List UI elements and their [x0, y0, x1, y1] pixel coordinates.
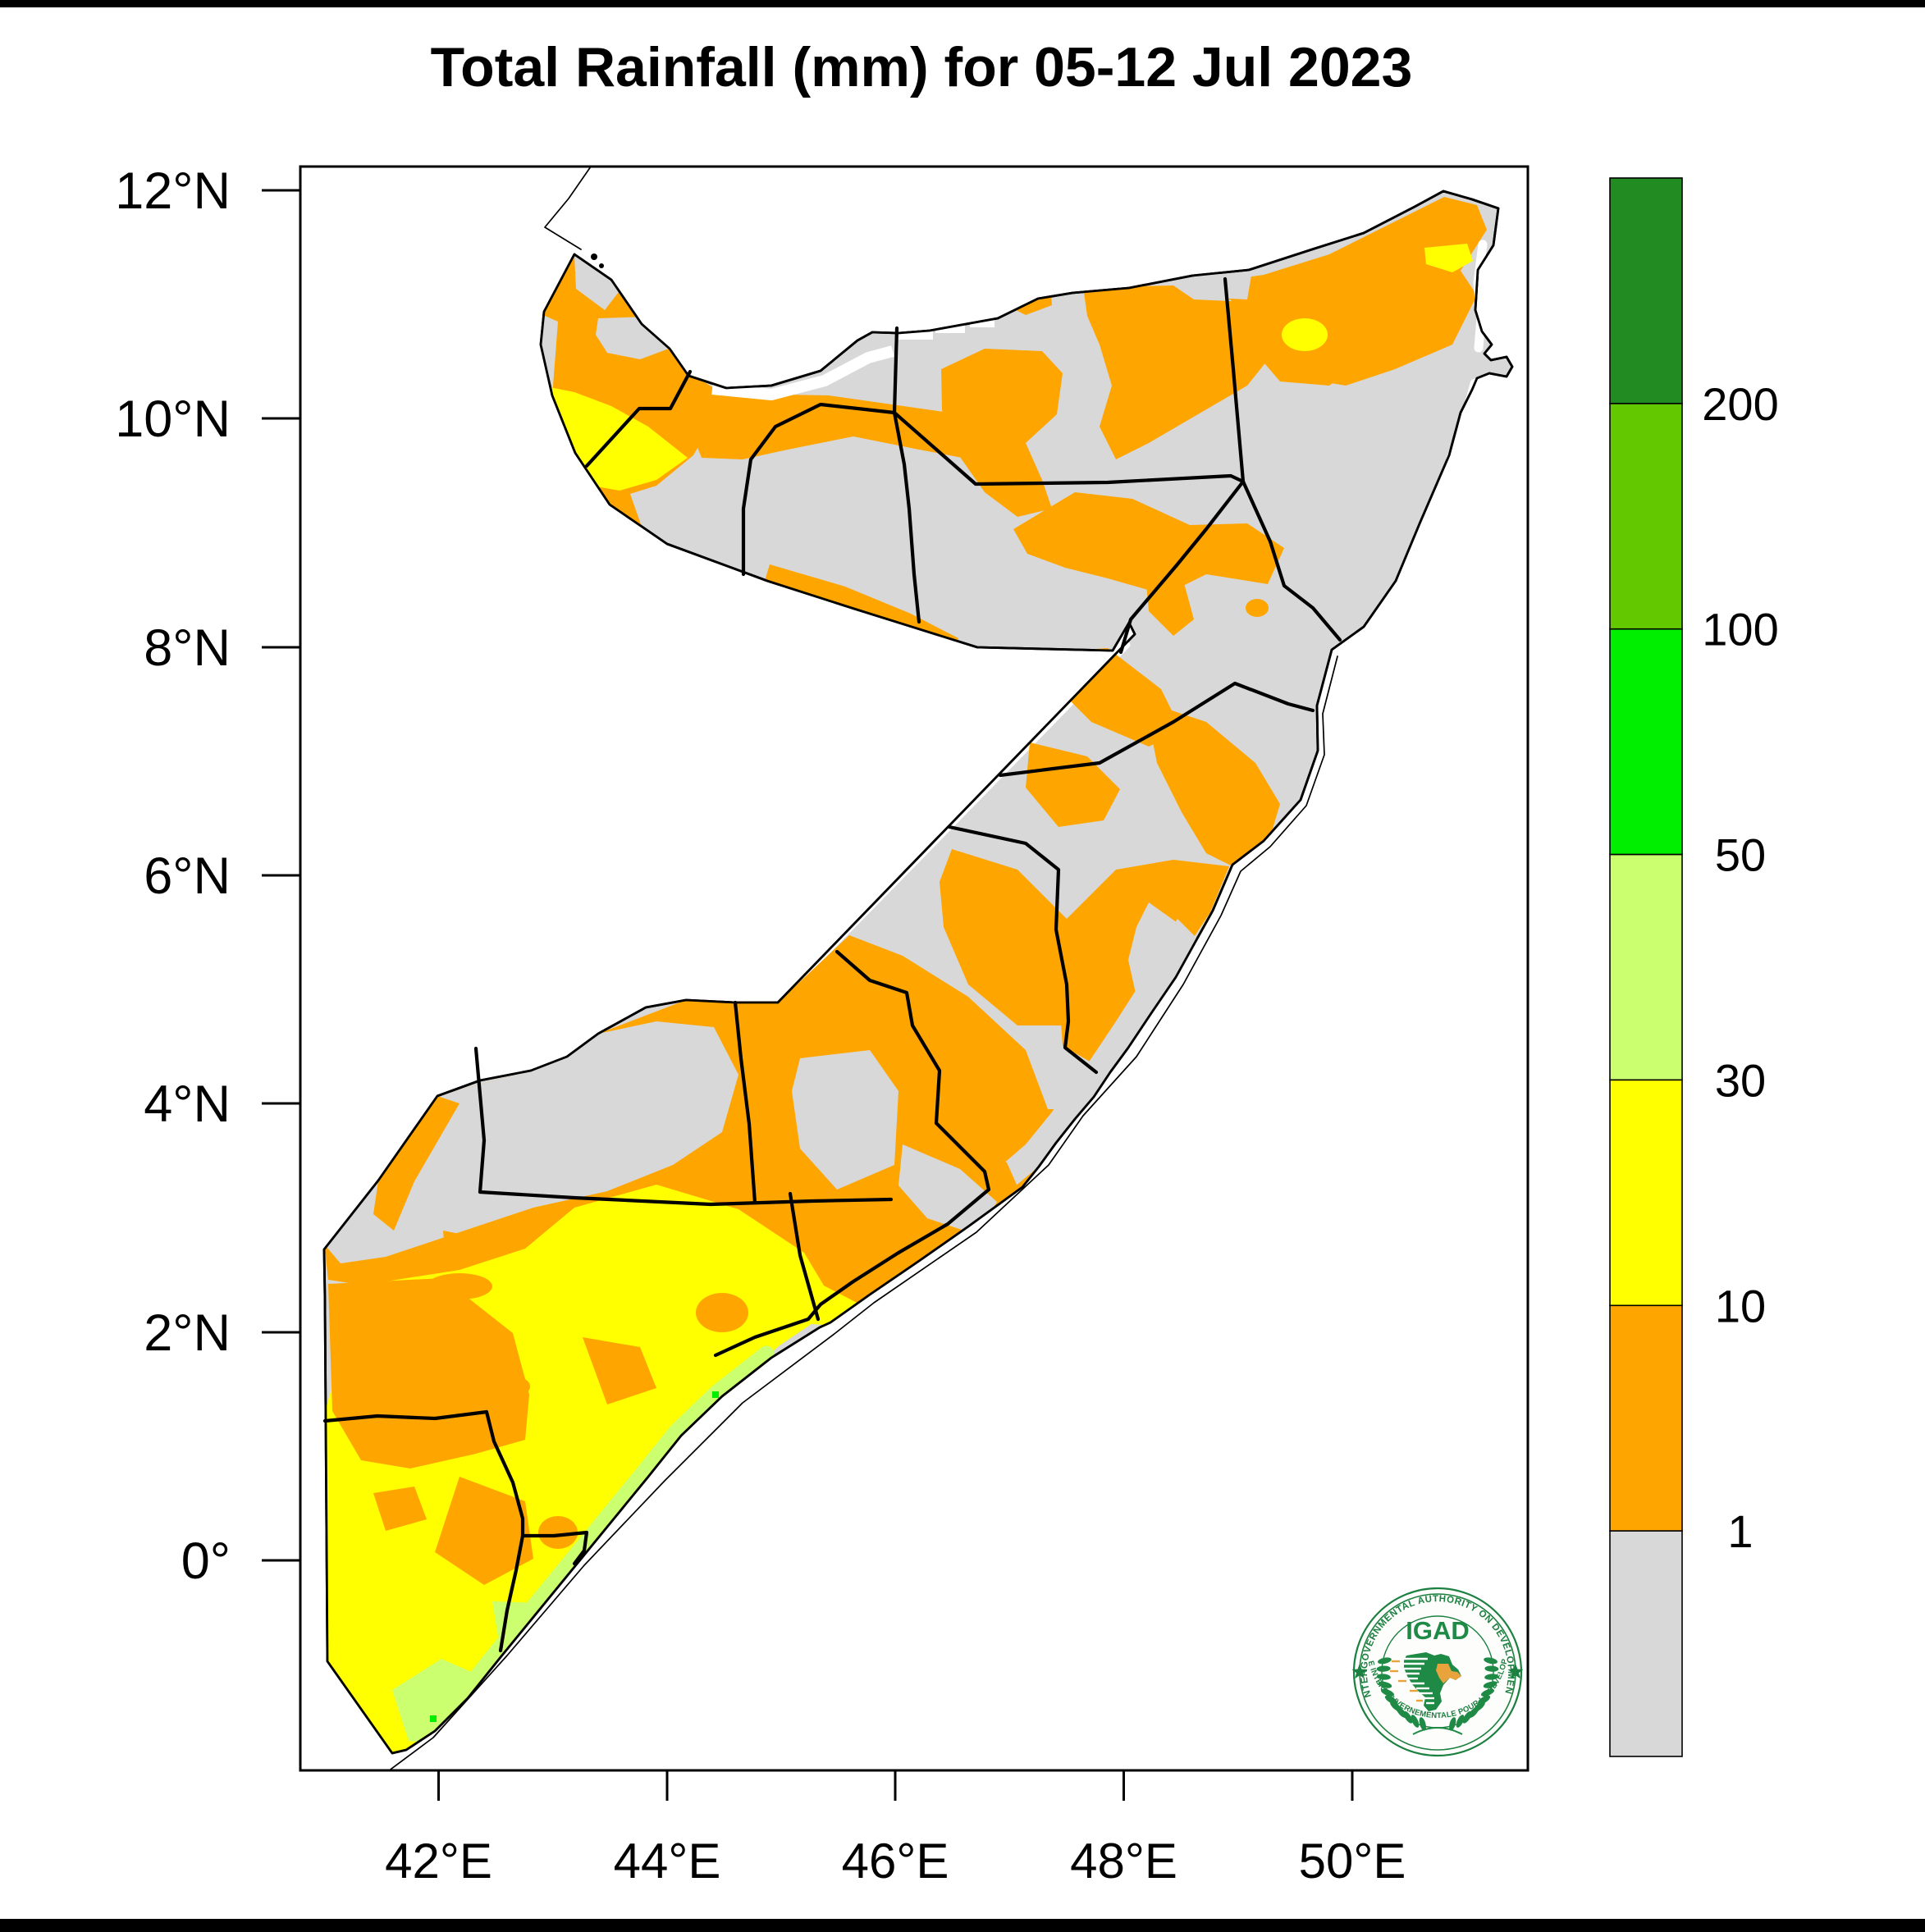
svg-text:48°E: 48°E — [1070, 1834, 1177, 1889]
svg-text:8°N: 8°N — [144, 619, 231, 677]
svg-text:12°N: 12°N — [115, 162, 231, 220]
svg-text:0°: 0° — [181, 1532, 231, 1590]
svg-text:42°E: 42°E — [385, 1834, 492, 1889]
svg-text:6°N: 6°N — [144, 847, 231, 905]
svg-text:100: 100 — [1702, 604, 1778, 655]
svg-text:46°E: 46°E — [842, 1834, 949, 1889]
svg-text:Total Rainfall (mm) for 05-12: Total Rainfall (mm) for 05-12 Jul 2023 — [431, 36, 1413, 98]
svg-text:2°N: 2°N — [144, 1304, 231, 1362]
svg-text:4°N: 4°N — [144, 1076, 231, 1133]
svg-text:30: 30 — [1715, 1054, 1766, 1106]
svg-text:200: 200 — [1702, 378, 1778, 430]
svg-text:50: 50 — [1715, 829, 1766, 881]
svg-text:44°E: 44°E — [614, 1834, 721, 1889]
svg-text:1: 1 — [1727, 1505, 1753, 1557]
svg-text:10°N: 10°N — [115, 391, 231, 448]
svg-text:IGAD: IGAD — [1406, 1616, 1470, 1645]
svg-text:50°E: 50°E — [1299, 1834, 1406, 1889]
svg-text:10: 10 — [1715, 1280, 1766, 1331]
